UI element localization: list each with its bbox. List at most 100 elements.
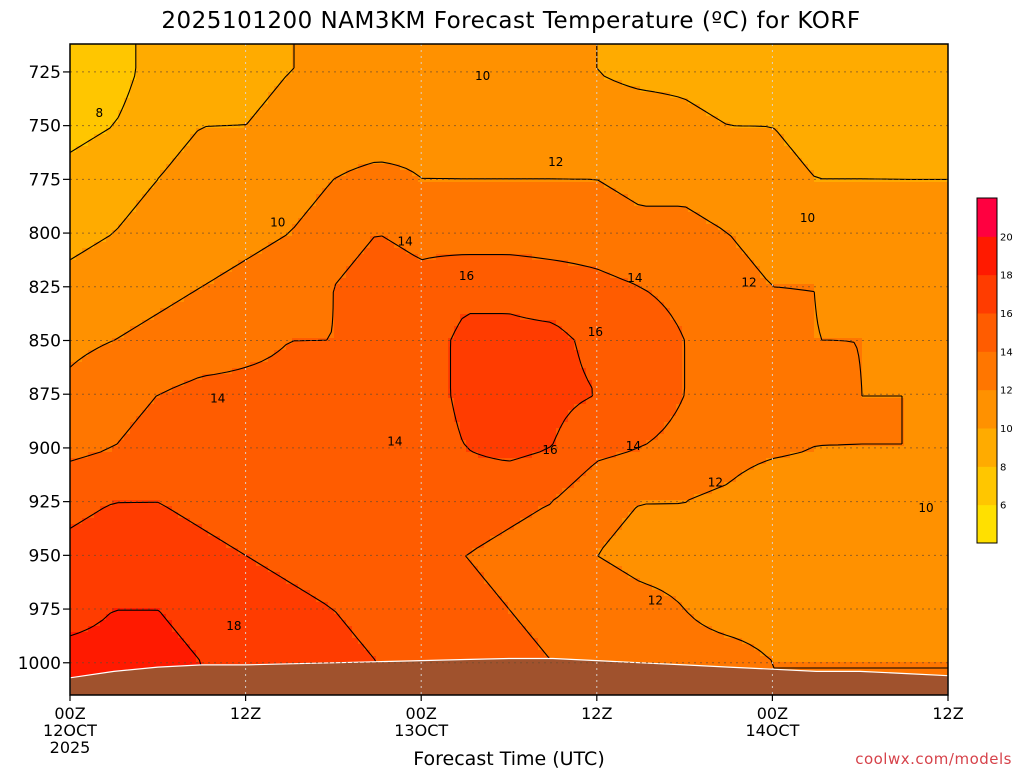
field-cell — [220, 116, 227, 123]
field-cell — [316, 398, 323, 405]
field-cell — [214, 458, 221, 465]
field-cell — [154, 578, 161, 585]
field-cell — [136, 200, 143, 207]
field-cell — [232, 326, 239, 333]
field-cell — [118, 476, 125, 483]
field-cell — [190, 410, 197, 417]
field-cell — [280, 398, 287, 405]
chart-title: 2025101200 NAM3KM Forecast Temperature (… — [161, 8, 860, 34]
field-cell — [106, 314, 113, 321]
field-cell — [178, 224, 185, 231]
field-cell — [106, 482, 113, 489]
field-cell — [196, 272, 203, 279]
field-cell — [250, 44, 257, 51]
field-cell — [166, 314, 173, 321]
field-cell — [112, 548, 119, 555]
field-cell — [226, 554, 233, 561]
field-cell — [124, 578, 131, 585]
field-cell — [334, 494, 341, 501]
field-cell — [172, 662, 179, 669]
field-cell — [262, 68, 269, 75]
field-cell — [226, 584, 233, 591]
field-cell — [148, 134, 155, 141]
field-cell — [256, 446, 263, 453]
field-cell — [118, 296, 125, 303]
field-cell — [142, 632, 149, 639]
field-cell — [214, 428, 221, 435]
field-cell — [220, 458, 227, 465]
field-cell — [100, 74, 107, 81]
field-cell — [76, 134, 83, 141]
field-cell — [154, 188, 161, 195]
field-cell — [100, 230, 107, 237]
field-cell — [76, 470, 83, 477]
field-cell — [88, 410, 95, 417]
field-cell — [274, 200, 281, 207]
field-cell — [334, 500, 341, 507]
field-cell — [190, 572, 197, 579]
field-cell — [328, 440, 335, 447]
field-cell — [70, 374, 77, 381]
field-cell — [310, 170, 317, 177]
field-cell — [286, 560, 293, 567]
field-cell — [226, 236, 233, 243]
field-cell — [136, 392, 143, 399]
field-cell — [214, 470, 221, 477]
field-cell — [244, 416, 251, 423]
field-cell — [112, 86, 119, 93]
field-cell — [208, 236, 215, 243]
field-cell — [214, 308, 221, 315]
field-cell — [244, 644, 251, 651]
field-cell — [328, 656, 335, 663]
field-cell — [154, 362, 161, 369]
field-cell — [196, 542, 203, 549]
field-cell — [142, 62, 149, 69]
field-cell — [202, 212, 209, 219]
field-cell — [310, 542, 317, 549]
field-cell — [118, 380, 125, 387]
field-cell — [322, 74, 329, 81]
field-cell — [280, 314, 287, 321]
field-cell — [148, 488, 155, 495]
field-cell — [190, 386, 197, 393]
field-cell — [286, 494, 293, 501]
field-cell — [136, 314, 143, 321]
field-cell — [268, 368, 275, 375]
field-cell — [76, 350, 83, 357]
field-cell — [232, 248, 239, 255]
field-cell — [154, 404, 161, 411]
field-cell — [262, 284, 269, 291]
field-cell — [118, 398, 125, 405]
field-cell — [220, 398, 227, 405]
field-cell — [316, 476, 323, 483]
field-cell — [298, 92, 305, 99]
field-cell — [250, 560, 257, 567]
field-cell — [268, 188, 275, 195]
field-cell — [322, 602, 329, 609]
field-cell — [274, 488, 281, 495]
field-cell — [82, 398, 89, 405]
field-cell — [76, 272, 83, 279]
field-cell — [328, 200, 335, 207]
field-cell — [340, 470, 347, 477]
field-cell — [130, 656, 137, 663]
field-cell — [124, 80, 131, 87]
field-cell — [256, 596, 263, 603]
field-cell — [274, 614, 281, 621]
field-cell — [196, 560, 203, 567]
field-cell — [298, 578, 305, 585]
field-cell — [172, 284, 179, 291]
field-cell — [280, 596, 287, 603]
field-cell — [106, 638, 113, 645]
field-cell — [274, 254, 281, 261]
field-cell — [298, 572, 305, 579]
field-cell — [166, 344, 173, 351]
field-cell — [196, 242, 203, 249]
field-cell — [142, 182, 149, 189]
field-cell — [292, 98, 299, 105]
field-cell — [136, 572, 143, 579]
field-cell — [190, 644, 197, 651]
field-cell — [232, 236, 239, 243]
field-cell — [202, 176, 209, 183]
field-cell — [160, 284, 167, 291]
